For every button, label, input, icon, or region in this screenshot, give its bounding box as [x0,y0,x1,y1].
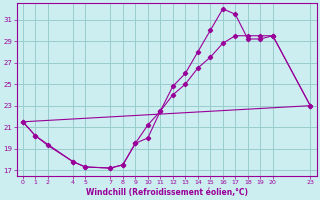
X-axis label: Windchill (Refroidissement éolien,°C): Windchill (Refroidissement éolien,°C) [85,188,248,197]
